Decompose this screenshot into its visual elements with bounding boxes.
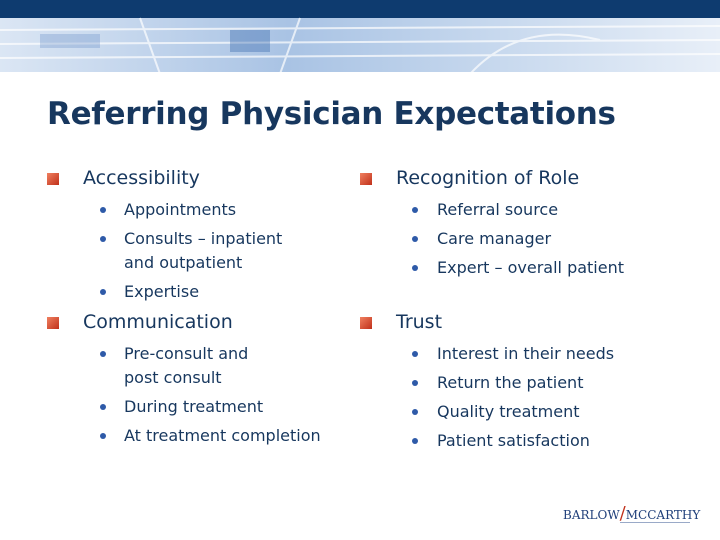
logo: BARLOW/MCCARTHY — [563, 503, 700, 524]
bullet — [412, 351, 418, 357]
logo-left: BARLOW — [563, 508, 620, 522]
bullet — [100, 351, 106, 357]
bullet-text: At treatment completion — [124, 426, 321, 445]
bullet — [412, 409, 418, 415]
bullet-text: Appointments — [124, 200, 237, 219]
section-heading: Accessibility — [83, 167, 200, 189]
bullet-text: Consults – inpatient — [124, 229, 283, 248]
bullet-text: Interest in their needs — [437, 344, 615, 363]
logo-rule — [620, 522, 690, 523]
bullet — [100, 289, 106, 295]
bullet-text: Expertise — [124, 282, 200, 301]
section-icon — [47, 317, 59, 329]
bullet-text: Referral source — [437, 200, 559, 219]
section-heading: Trust — [396, 311, 443, 333]
section-icon — [47, 173, 59, 185]
bullet — [100, 207, 106, 213]
bullet — [100, 236, 106, 242]
bullet-text: During treatment — [124, 397, 264, 416]
bullet — [412, 265, 418, 271]
slide-title: Referring Physician Expectations — [47, 96, 616, 132]
section-icon — [360, 173, 372, 185]
bullet-text: Pre-consult and — [124, 344, 249, 363]
section-heading: Recognition of Role — [396, 167, 580, 189]
logo-separator: / — [619, 503, 626, 524]
section-heading: Communication — [83, 311, 233, 333]
bullet-text: Return the patient — [437, 373, 584, 392]
bullet — [100, 433, 106, 439]
header-banner — [0, 0, 720, 74]
bullet-text: Quality treatment — [437, 402, 580, 421]
bullet — [100, 404, 106, 410]
bullet-text: Care manager — [437, 229, 552, 248]
bullet — [412, 236, 418, 242]
bullet-text: and outpatient — [124, 253, 243, 272]
bullet — [412, 380, 418, 386]
section-icon — [360, 317, 372, 329]
bullet — [412, 438, 418, 444]
bullet — [412, 207, 418, 213]
bullet-text: Patient satisfaction — [437, 431, 590, 450]
bullet-text: post consult — [124, 368, 222, 387]
logo-right: MCCARTHY — [625, 508, 701, 522]
bullet-text: Expert – overall patient — [437, 258, 624, 277]
